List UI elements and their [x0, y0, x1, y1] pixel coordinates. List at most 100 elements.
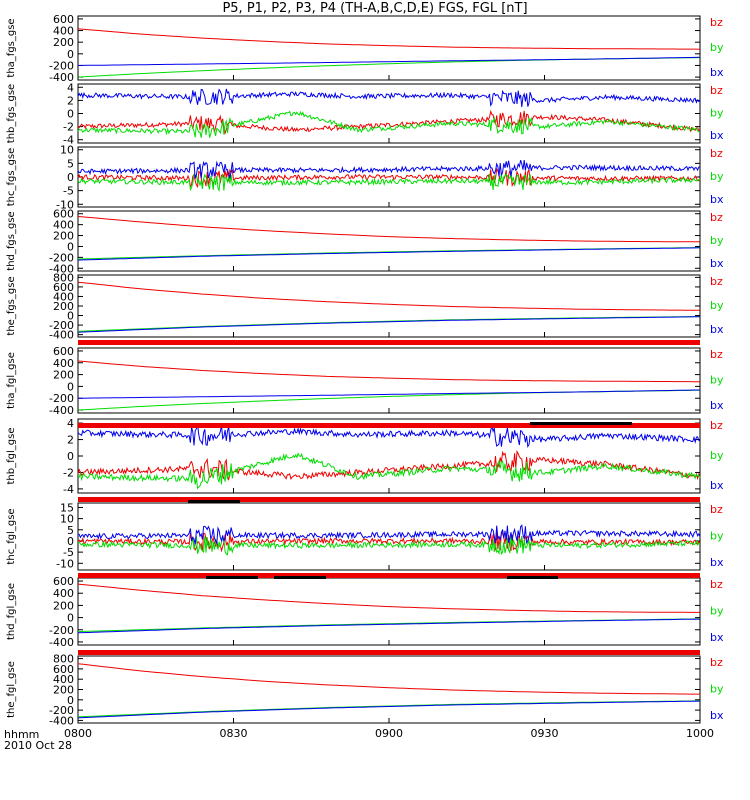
coverage-segment: [507, 576, 558, 579]
y-tick-label: -200: [49, 319, 74, 332]
series-line-by: [77, 110, 701, 138]
y-tick-label: -2: [63, 121, 74, 134]
chart-title: P5, P1, P2, P3, P4 (TH-A,B,C,D,E) FGS, F…: [222, 1, 528, 16]
x-tick-label: 0900: [375, 727, 403, 740]
y-tick-label: -400: [49, 262, 74, 275]
series-line-bx: [77, 700, 701, 719]
series-line-bz: [77, 28, 701, 50]
series-line-by: [77, 700, 701, 718]
legend-label-bx: bx: [710, 631, 724, 644]
legend-label-bz: bz: [710, 578, 723, 591]
y-tick-label: -200: [49, 59, 74, 72]
y-tick-label: 2: [67, 434, 74, 447]
series-line-bx: [77, 88, 701, 108]
series-line-bx: [77, 424, 701, 448]
y-tick-label: -400: [49, 71, 74, 84]
y-tick-label: 0: [67, 240, 74, 253]
legend-label-bz: bz: [710, 656, 723, 669]
y-tick-label: 400: [53, 219, 74, 232]
y-tick-label: -5: [63, 546, 74, 559]
series-line-bx: [77, 316, 701, 333]
y-tick-label: 0: [67, 108, 74, 121]
panel-y-label: the_fgs_gse: [6, 276, 17, 335]
y-tick-label: -400: [49, 714, 74, 727]
y-tick-label: 0: [67, 380, 74, 393]
legend-label-bx: bx: [710, 257, 724, 270]
y-tick-label: 200: [53, 230, 74, 243]
y-tick-label: -400: [49, 404, 74, 417]
y-tick-label: 400: [53, 587, 74, 600]
y-tick-label: 400: [53, 25, 74, 38]
legend-label-bx: bx: [710, 556, 724, 569]
panel-y-label: tha_fgs_gse: [6, 18, 17, 77]
legend-label-bz: bz: [710, 211, 723, 224]
x-tick-label: 1000: [686, 727, 714, 740]
y-tick-label: 0: [67, 694, 74, 707]
x-tick-label: 0830: [220, 727, 248, 740]
y-tick-label: 15: [60, 501, 74, 514]
series-line-bx: [78, 389, 700, 399]
status-bar: [78, 573, 700, 578]
y-tick-label: -200: [49, 251, 74, 264]
y-tick-label: 600: [53, 13, 74, 26]
status-bar: [78, 497, 700, 502]
series-line-bz: [77, 281, 700, 311]
panel-frame: [77, 15, 701, 81]
panel-y-label: the_fgl_gse: [6, 661, 17, 718]
y-tick-label: 0: [67, 310, 74, 323]
y-tick-label: 0: [67, 48, 74, 61]
y-tick-label: -5: [63, 185, 74, 198]
series-line-by: [77, 316, 701, 332]
y-tick-label: 5: [67, 157, 74, 170]
series-line-bx: [77, 159, 701, 179]
coverage-segment: [274, 576, 326, 579]
y-tick-label: -2: [63, 466, 74, 479]
coverage-segment: [530, 422, 632, 425]
legend-label-bz: bz: [710, 419, 723, 432]
y-tick-label: 600: [53, 345, 74, 358]
legend-label-bx: bx: [710, 323, 724, 336]
series-line-bz: [77, 583, 700, 613]
legend-label-bx: bx: [710, 399, 724, 412]
coverage-segment: [188, 500, 240, 503]
series-line-bz: [77, 167, 701, 189]
series-line-bx: [77, 247, 701, 261]
y-tick-label: 4: [67, 81, 74, 94]
y-tick-label: 4: [67, 417, 74, 430]
series-line-bz: [77, 449, 701, 482]
y-tick-label: -200: [49, 704, 74, 717]
panel-frame: [77, 418, 701, 494]
series-line-by: [77, 173, 701, 192]
y-tick-label: 200: [53, 36, 74, 49]
legend-label-bz: bz: [710, 275, 723, 288]
y-tick-label: 600: [53, 281, 74, 294]
y-tick-label: -10: [56, 198, 74, 211]
legend-label-bx: bx: [710, 479, 724, 492]
y-tick-label: 10: [60, 144, 74, 157]
series-line-bz: [77, 360, 700, 383]
x-tick-label: 0930: [531, 727, 559, 740]
legend-label-by: by: [710, 683, 724, 696]
legend-label-by: by: [710, 530, 724, 543]
panel-y-label: thc_fgs_gse: [6, 148, 17, 207]
y-tick-label: 0: [67, 612, 74, 625]
y-tick-label: 200: [53, 599, 74, 612]
series-line-by: [77, 57, 701, 78]
x-label-bottom: 2010 Oct 28: [4, 739, 73, 752]
panel-frame: [77, 83, 701, 144]
panel-y-label: thd_fgl_gse: [6, 583, 17, 640]
y-tick-label: 800: [53, 271, 74, 284]
y-tick-label: -200: [49, 392, 74, 405]
legend-label-by: by: [710, 170, 724, 183]
y-tick-label: 600: [53, 663, 74, 676]
legend-label-by: by: [710, 605, 724, 618]
x-tick-label: 0800: [64, 727, 92, 740]
y-tick-label: 400: [53, 290, 74, 303]
legend-label-bz: bz: [710, 147, 723, 160]
legend-label-by: by: [710, 374, 724, 387]
legend-label-bx: bx: [710, 709, 724, 722]
series-line-bx: [77, 618, 701, 634]
y-tick-label: 400: [53, 673, 74, 686]
status-bar: [78, 340, 700, 345]
